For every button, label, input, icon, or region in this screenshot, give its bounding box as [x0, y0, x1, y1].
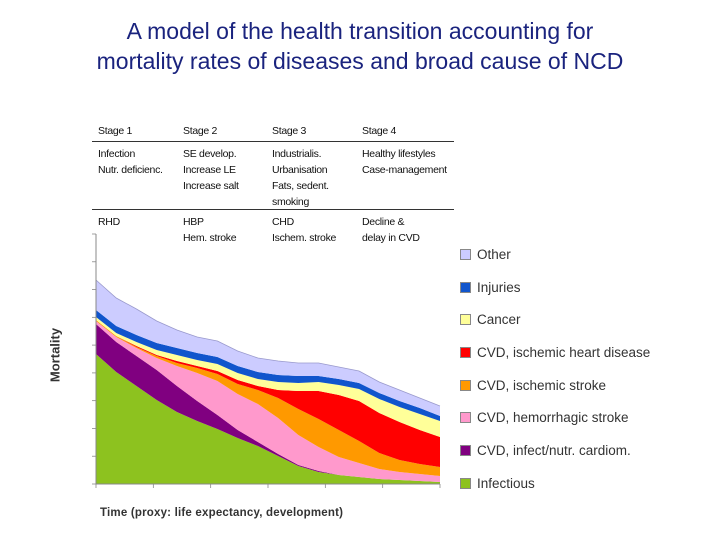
area-infectious	[96, 354, 440, 484]
legend-item: CVD, infect/nutr. cardiom.	[460, 434, 710, 467]
stage-header: Stage 3	[272, 125, 307, 137]
stack-top-outline	[95, 279, 441, 407]
legend-label: Cancer	[477, 312, 521, 328]
legend-swatch	[460, 248, 471, 260]
legend-item: CVD, hemorrhagic stroke	[460, 401, 710, 434]
stage-outcome: HBP Hem. stroke	[183, 216, 237, 244]
area-series-group	[95, 279, 441, 484]
page-title: A model of the health transition account…	[0, 16, 720, 76]
legend-swatch	[460, 477, 471, 489]
legend-swatch	[460, 314, 471, 326]
stage-drivers: SE develop. Increase LE Increase salt	[183, 148, 239, 192]
stage-header: Stage 4	[362, 125, 397, 137]
stage-drivers-row: Infection Nutr. deficienc. SE develop. I…	[92, 142, 454, 210]
legend-item: CVD, ischemic heart disease	[460, 336, 710, 369]
stage-drivers: Healthy lifestyles Case-management	[362, 148, 447, 176]
legend-item: CVD, ischemic stroke	[460, 369, 710, 402]
stage-header-row: Stage 1 Stage 2 Stage 3 Stage 4	[92, 122, 454, 142]
area-cvd-infect-nutr-cardiom	[96, 324, 440, 482]
legend-item: Infectious	[460, 467, 710, 500]
legend-swatch	[460, 444, 471, 456]
legend-label: CVD, hemorrhagic stroke	[477, 410, 629, 426]
x-axis-label: Time (proxy: life expectancy, developmen…	[100, 507, 344, 519]
stage-drivers: Industrialis. Urbanisation Fats, sedent.…	[272, 148, 329, 208]
legend-label: CVD, infect/nutr. cardiom.	[477, 442, 631, 458]
legend-item: Cancer	[460, 303, 710, 336]
legend-label: Injuries	[477, 279, 521, 295]
stage-outcome: Decline & delay in CVD	[362, 216, 420, 244]
stage-drivers: Infection Nutr. deficienc.	[98, 148, 163, 176]
stage-header: Stage 2	[183, 125, 218, 137]
area-cvd-ischemic-stroke	[96, 320, 440, 476]
legend-swatch	[460, 346, 471, 358]
stage-header: Stage 1	[98, 125, 133, 137]
stage-outcomes-row: RHD HBP Hem. stroke CHD Ischem. stroke D…	[92, 210, 454, 250]
title-line-2: mortality rates of diseases and broad ca…	[96, 48, 624, 74]
chart-legend: Other Injuries Cancer CVD, ischemic heart d…	[460, 238, 710, 500]
title-line-1: A model of the health transition account…	[126, 18, 594, 44]
legend-label: CVD, ischemic heart disease	[477, 344, 651, 360]
stage-table: Stage 1 Stage 2 Stage 3 Stage 4 Infectio…	[92, 122, 454, 250]
legend-swatch	[460, 379, 471, 391]
legend-label: Infectious	[477, 475, 535, 491]
legend-label: CVD, ischemic stroke	[477, 377, 607, 393]
area-cvd-ischemic-heart-disease	[96, 320, 440, 467]
legend-item: Other	[460, 238, 710, 271]
chart-axes	[92, 233, 441, 488]
stage-outcome: RHD	[98, 216, 120, 228]
y-axis-label: Mortality	[47, 327, 63, 383]
area-other	[96, 280, 440, 416]
legend-swatch	[460, 412, 471, 424]
legend-swatch	[460, 281, 471, 293]
legend-item: Injuries	[460, 271, 710, 304]
legend-label: Other	[477, 246, 511, 262]
stage-outcome: CHD Ischem. stroke	[272, 216, 337, 244]
